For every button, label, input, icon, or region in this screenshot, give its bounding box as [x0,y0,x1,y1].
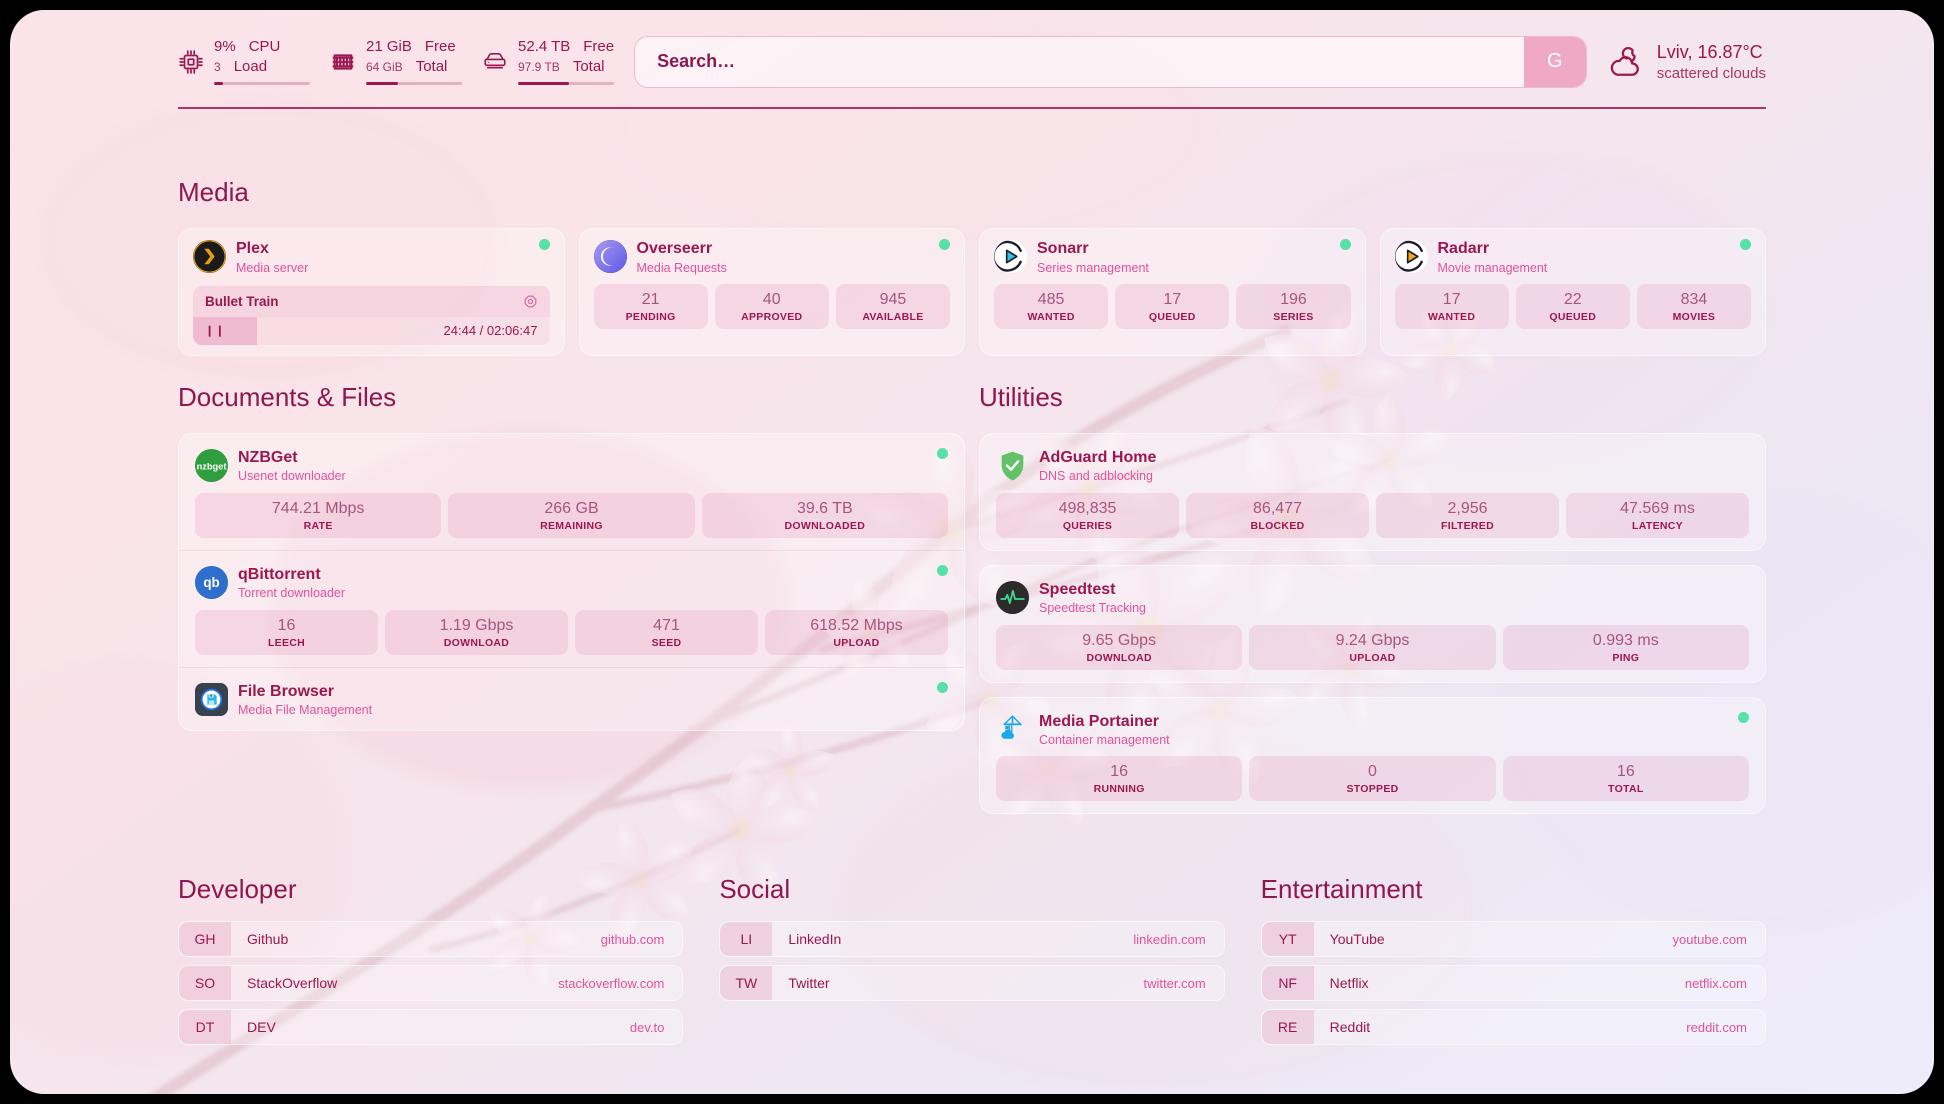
svg-text:qb: qb [203,575,219,590]
svg-text:nzbget: nzbget [197,462,227,472]
